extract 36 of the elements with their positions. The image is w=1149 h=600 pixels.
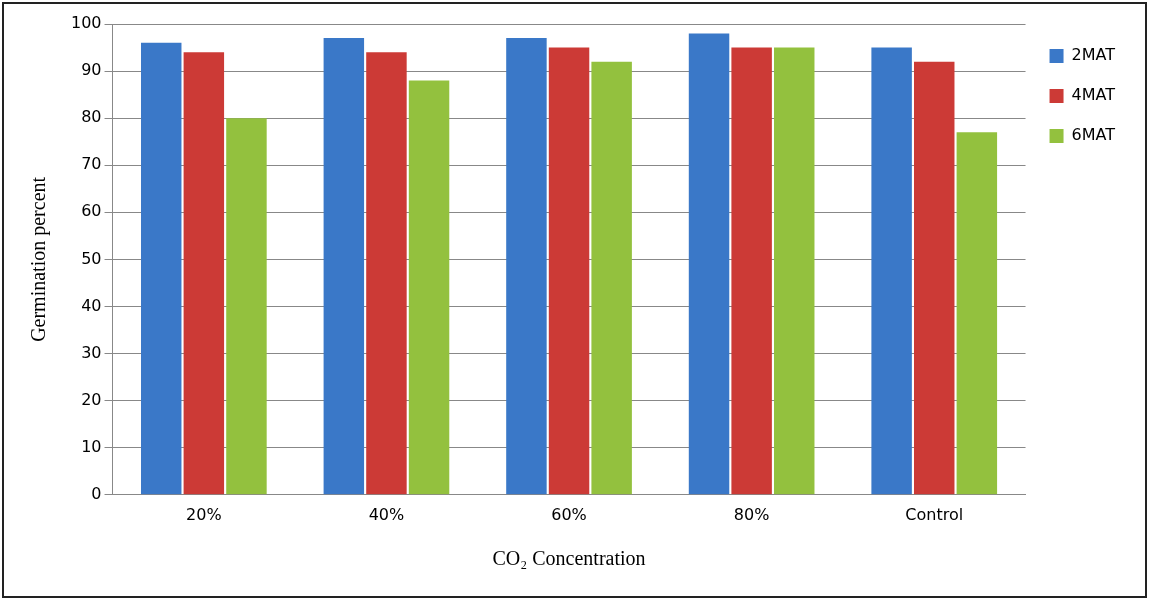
y-tick-label: 60 xyxy=(81,201,102,221)
y-axis-title: Germination percent xyxy=(27,176,51,342)
y-tick-label: 90 xyxy=(81,60,102,80)
bar xyxy=(226,118,267,495)
bar xyxy=(688,33,730,495)
legend-label: 2MAT xyxy=(1071,45,1116,65)
legend-label: 4MAT xyxy=(1071,85,1116,105)
bar xyxy=(591,61,632,495)
y-tick-label: 30 xyxy=(81,342,102,362)
y-tick-label: 100 xyxy=(70,13,102,33)
bar xyxy=(140,42,182,495)
y-tick-label: 40 xyxy=(81,295,102,315)
y-tick-label: 80 xyxy=(81,107,102,127)
bar xyxy=(914,61,955,495)
bar xyxy=(183,52,225,495)
y-tick-label: 70 xyxy=(81,154,102,174)
y-tick-label: 10 xyxy=(81,436,102,456)
y-tick-label: 0 xyxy=(91,483,102,503)
bar xyxy=(366,52,407,495)
x-tick-label: Control xyxy=(905,504,964,524)
bar xyxy=(408,80,450,495)
y-tick-label: 20 xyxy=(81,389,102,409)
x-tick-label: 80% xyxy=(733,504,770,524)
x-tick-label: 60% xyxy=(551,504,587,524)
bar xyxy=(506,38,547,495)
bar xyxy=(956,132,998,495)
bar xyxy=(871,47,912,495)
y-tick-label: 50 xyxy=(81,248,102,268)
x-tick-label: 40% xyxy=(368,504,405,524)
bar xyxy=(774,47,815,495)
x-axis-title: CO₂ Concentration xyxy=(492,547,646,570)
bar xyxy=(731,47,772,495)
legend-label: 6MAT xyxy=(1071,125,1116,145)
bar xyxy=(548,47,590,495)
bar xyxy=(323,38,365,495)
x-tick-label: 20% xyxy=(186,504,222,524)
